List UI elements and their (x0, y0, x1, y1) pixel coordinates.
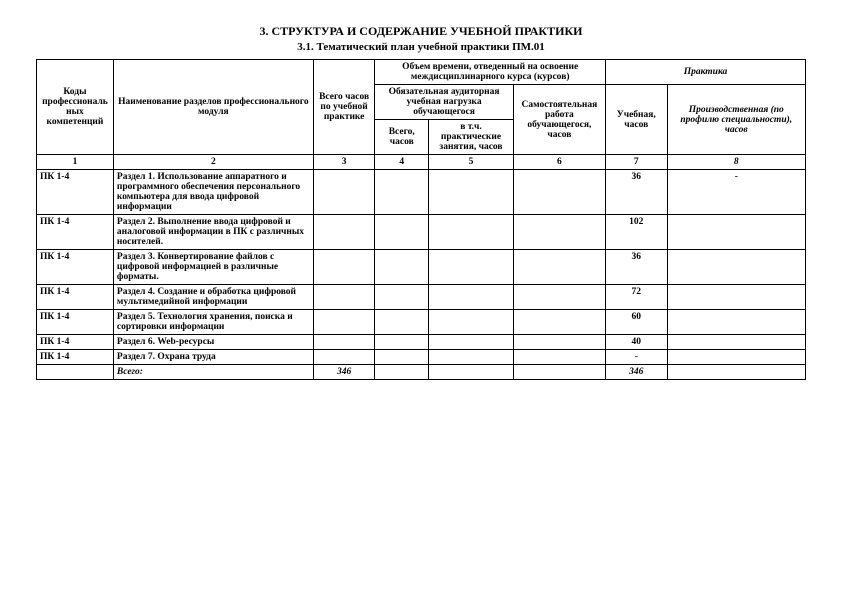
th-self: Самостоятельная работа обучающегося, час… (513, 85, 605, 155)
c3-cell (313, 335, 375, 350)
page: 3. СТРУКТУРА И СОДЕРЖАНИЕ УЧЕБНОЙ ПРАКТИ… (0, 0, 842, 392)
code-cell: ПК 1-4 (37, 215, 114, 250)
c3-cell (313, 350, 375, 365)
c8-cell (667, 335, 805, 350)
th-edu: Учебная, часов (606, 85, 668, 155)
c7-cell: 60 (606, 310, 668, 335)
c4-cell (375, 335, 429, 350)
c3-cell (313, 215, 375, 250)
th-total-hours: Всего, часов (375, 120, 429, 155)
c8-cell: - (667, 170, 805, 215)
code-cell: ПК 1-4 (37, 350, 114, 365)
code-cell: ПК 1-4 (37, 250, 114, 285)
code-cell: ПК 1-4 (37, 285, 114, 310)
c7-cell: 102 (606, 215, 668, 250)
c6-cell (513, 215, 605, 250)
c6-cell (513, 335, 605, 350)
c5-cell (429, 285, 514, 310)
code-cell: ПК 1-4 (37, 170, 114, 215)
c5-cell (429, 350, 514, 365)
c3-cell (313, 310, 375, 335)
c7-cell: - (606, 350, 668, 365)
totals-c7: 346 (606, 365, 668, 380)
totals-row: Всего:346346 (37, 365, 806, 380)
c4-cell (375, 170, 429, 215)
c5-cell (429, 250, 514, 285)
name-cell: Раздел 3. Конвертирование файлов с цифро… (113, 250, 313, 285)
th-names: Наименование разделов профессионального … (113, 60, 313, 155)
c4-cell (375, 285, 429, 310)
table-row: ПК 1-4Раздел 2. Выполнение ввода цифрово… (37, 215, 806, 250)
totals-c5 (429, 365, 514, 380)
name-cell: Раздел 7. Охрана труда (113, 350, 313, 365)
th-mandatory: Обязательная аудиторная учебная нагрузка… (375, 85, 513, 120)
c4-cell (375, 250, 429, 285)
numcell: 1 (37, 155, 114, 170)
c4-cell (375, 310, 429, 335)
code-cell: ПК 1-4 (37, 310, 114, 335)
c6-cell (513, 350, 605, 365)
th-prod: Производственная (по профилю специальнос… (667, 85, 805, 155)
numcell: 3 (313, 155, 375, 170)
table-row: ПК 1-4Раздел 3. Конвертирование файлов с… (37, 250, 806, 285)
page-subtitle: 3.1. Тематический план учебной практики … (36, 41, 806, 53)
numcell: 6 (513, 155, 605, 170)
c5-cell (429, 310, 514, 335)
numcell: 2 (113, 155, 313, 170)
c4-cell (375, 215, 429, 250)
th-practice: Практика (606, 60, 806, 85)
numcell: 8 (667, 155, 805, 170)
c5-cell (429, 170, 514, 215)
table-row: ПК 1-4Раздел 1. Использование аппаратног… (37, 170, 806, 215)
table-row: ПК 1-4Раздел 7. Охрана труда - (37, 350, 806, 365)
page-title: 3. СТРУКТУРА И СОДЕРЖАНИЕ УЧЕБНОЙ ПРАКТИ… (36, 24, 806, 39)
totals-c8 (667, 365, 805, 380)
totals-c4 (375, 365, 429, 380)
c8-cell (667, 310, 805, 335)
c7-cell: 72 (606, 285, 668, 310)
th-total: Всего часов по учебной практике (313, 60, 375, 155)
c3-cell (313, 285, 375, 310)
totals-empty (37, 365, 114, 380)
table-row: ПК 1-4Раздел 4. Создание и обработка циф… (37, 285, 806, 310)
c8-cell (667, 350, 805, 365)
c6-cell (513, 310, 605, 335)
numcell: 7 (606, 155, 668, 170)
name-cell: Раздел 6. Web-ресурсы (113, 335, 313, 350)
num-row: 1 2 3 4 5 6 7 8 (37, 155, 806, 170)
c7-cell: 36 (606, 250, 668, 285)
c5-cell (429, 335, 514, 350)
c7-cell: 36 (606, 170, 668, 215)
table-head: Коды профессиональных компетенций Наимен… (37, 60, 806, 170)
numcell: 4 (375, 155, 429, 170)
name-cell: Раздел 4. Создание и обработка цифровой … (113, 285, 313, 310)
th-practical-incl: в т.ч. практические занятия, часов (429, 120, 514, 155)
c8-cell (667, 285, 805, 310)
c7-cell: 40 (606, 335, 668, 350)
numcell: 5 (429, 155, 514, 170)
totals-c3: 346 (313, 365, 375, 380)
c3-cell (313, 250, 375, 285)
c6-cell (513, 285, 605, 310)
c8-cell (667, 215, 805, 250)
table-row: ПК 1-4Раздел 5. Технология хранения, пои… (37, 310, 806, 335)
table-body: ПК 1-4Раздел 1. Использование аппаратног… (37, 170, 806, 380)
name-cell: Раздел 5. Технология хранения, поиска и … (113, 310, 313, 335)
c3-cell (313, 170, 375, 215)
name-cell: Раздел 2. Выполнение ввода цифровой и ан… (113, 215, 313, 250)
th-volume: Объем времени, отведенный на освоение ме… (375, 60, 606, 85)
plan-table: Коды профессиональных компетенций Наимен… (36, 59, 806, 380)
c8-cell (667, 250, 805, 285)
th-codes: Коды профессиональных компетенций (37, 60, 114, 155)
code-cell: ПК 1-4 (37, 335, 114, 350)
c6-cell (513, 170, 605, 215)
totals-label: Всего: (113, 365, 313, 380)
name-cell: Раздел 1. Использование аппаратного и пр… (113, 170, 313, 215)
table-row: ПК 1-4Раздел 6. Web-ресурсы 40 (37, 335, 806, 350)
c5-cell (429, 215, 514, 250)
c6-cell (513, 250, 605, 285)
totals-c6 (513, 365, 605, 380)
c4-cell (375, 350, 429, 365)
